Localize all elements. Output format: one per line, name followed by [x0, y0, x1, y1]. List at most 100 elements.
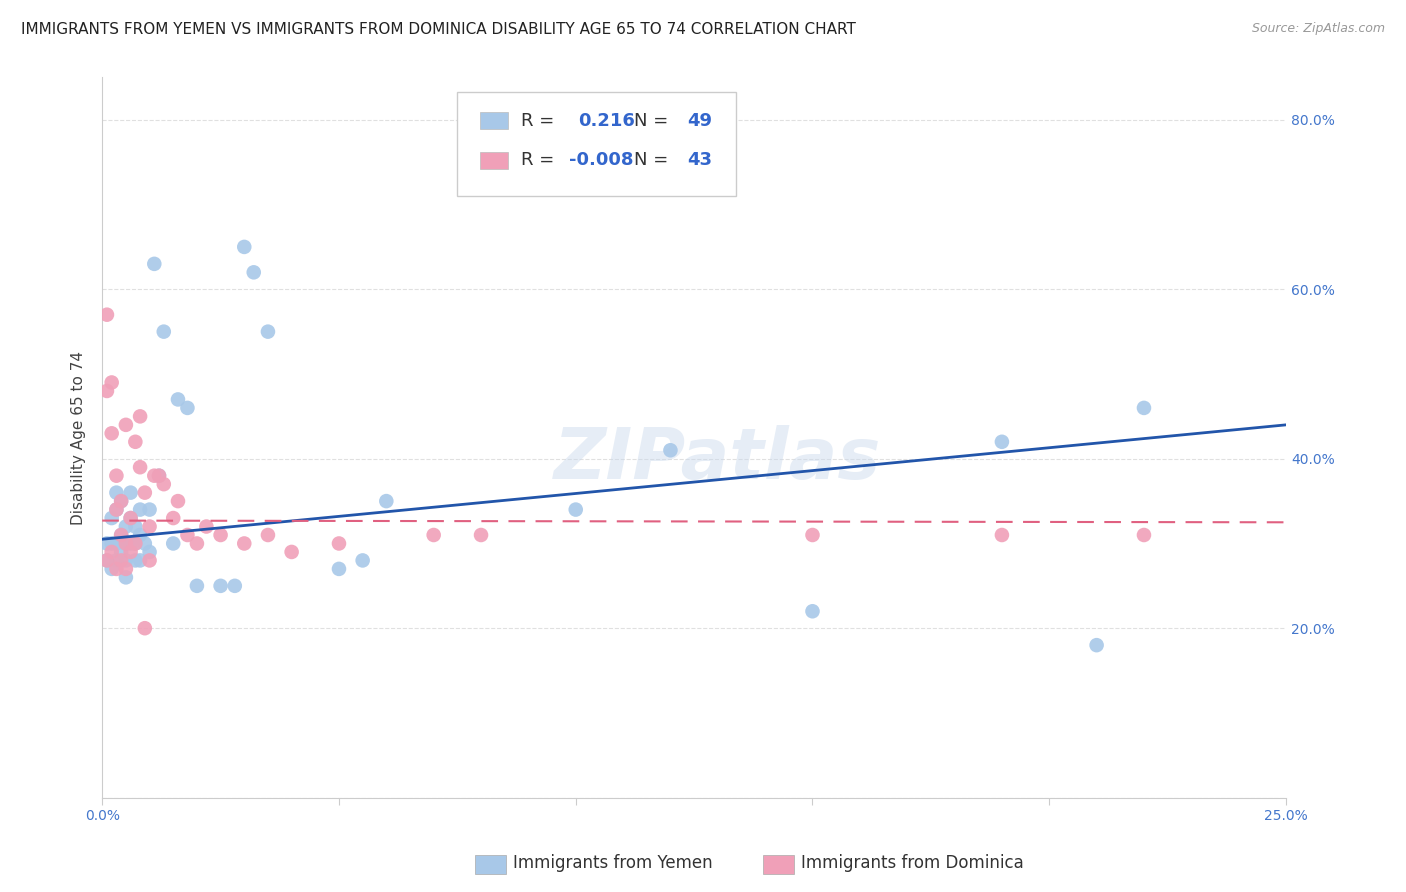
Point	[162, 511, 184, 525]
Point	[186, 579, 208, 593]
Point	[801, 604, 824, 618]
Point	[129, 460, 152, 475]
Point	[233, 240, 256, 254]
Point	[138, 502, 160, 516]
Text: R =: R =	[522, 152, 554, 169]
Point	[209, 579, 232, 593]
Point	[352, 553, 374, 567]
Point	[1133, 401, 1156, 415]
Point	[138, 519, 160, 533]
Point	[115, 570, 138, 584]
Point	[115, 553, 138, 567]
Point	[100, 426, 122, 441]
Point	[375, 494, 398, 508]
Point	[124, 536, 146, 550]
Point	[105, 502, 128, 516]
Point	[129, 502, 152, 516]
Point	[1133, 528, 1156, 542]
Point	[422, 528, 444, 542]
Point	[115, 417, 138, 432]
Text: 0.216: 0.216	[578, 112, 636, 129]
Point	[110, 545, 132, 559]
Point	[110, 494, 132, 508]
FancyBboxPatch shape	[457, 92, 735, 196]
Point	[143, 468, 166, 483]
Point	[129, 409, 152, 424]
Point	[167, 392, 190, 407]
Point	[148, 468, 170, 483]
Text: 49: 49	[688, 112, 711, 129]
Point	[96, 553, 118, 567]
Point	[470, 528, 492, 542]
Point	[233, 536, 256, 550]
Point	[257, 528, 280, 542]
Point	[100, 511, 122, 525]
FancyBboxPatch shape	[479, 152, 508, 169]
Text: N =: N =	[634, 112, 668, 129]
Point	[115, 536, 138, 550]
Y-axis label: Disability Age 65 to 74: Disability Age 65 to 74	[72, 351, 86, 524]
Point	[96, 308, 118, 322]
Point	[105, 562, 128, 576]
Point	[134, 485, 156, 500]
Point	[176, 401, 198, 415]
Point	[96, 553, 118, 567]
Point	[105, 536, 128, 550]
Point	[129, 553, 152, 567]
Point	[129, 528, 152, 542]
Point	[209, 528, 232, 542]
Point	[257, 325, 280, 339]
Point	[124, 553, 146, 567]
Point	[801, 528, 824, 542]
Point	[659, 443, 682, 458]
Point	[120, 511, 142, 525]
Point	[124, 519, 146, 533]
Point	[105, 468, 128, 483]
Point	[96, 536, 118, 550]
Point	[138, 545, 160, 559]
Point	[120, 511, 142, 525]
Point	[138, 553, 160, 567]
Point	[100, 562, 122, 576]
Point	[124, 536, 146, 550]
Text: Immigrants from Dominica: Immigrants from Dominica	[801, 855, 1024, 872]
Point	[110, 494, 132, 508]
Point	[105, 485, 128, 500]
Point	[110, 528, 132, 542]
Point	[100, 536, 122, 550]
Point	[328, 562, 350, 576]
Point	[100, 376, 122, 390]
Point	[110, 528, 132, 542]
Point	[991, 434, 1014, 449]
Point	[120, 545, 142, 559]
Point	[280, 545, 302, 559]
Point	[105, 502, 128, 516]
FancyBboxPatch shape	[479, 112, 508, 129]
Point	[134, 536, 156, 550]
Point	[152, 477, 174, 491]
Point	[96, 384, 118, 398]
Text: IMMIGRANTS FROM YEMEN VS IMMIGRANTS FROM DOMINICA DISABILITY AGE 65 TO 74 CORREL: IMMIGRANTS FROM YEMEN VS IMMIGRANTS FROM…	[21, 22, 856, 37]
Text: Immigrants from Yemen: Immigrants from Yemen	[513, 855, 713, 872]
Point	[162, 536, 184, 550]
Point	[115, 536, 138, 550]
Text: N =: N =	[634, 152, 668, 169]
Text: ZIPatlas: ZIPatlas	[554, 425, 882, 493]
Point	[242, 265, 264, 279]
Point	[120, 536, 142, 550]
Text: 43: 43	[688, 152, 711, 169]
Point	[148, 468, 170, 483]
Text: Source: ZipAtlas.com: Source: ZipAtlas.com	[1251, 22, 1385, 36]
Point	[105, 553, 128, 567]
Point	[224, 579, 246, 593]
Point	[186, 536, 208, 550]
Text: -0.008: -0.008	[568, 152, 633, 169]
Point	[124, 434, 146, 449]
Point	[143, 257, 166, 271]
Point	[176, 528, 198, 542]
Point	[115, 562, 138, 576]
Point	[564, 502, 586, 516]
Point	[152, 325, 174, 339]
Point	[1085, 638, 1108, 652]
Point	[115, 519, 138, 533]
